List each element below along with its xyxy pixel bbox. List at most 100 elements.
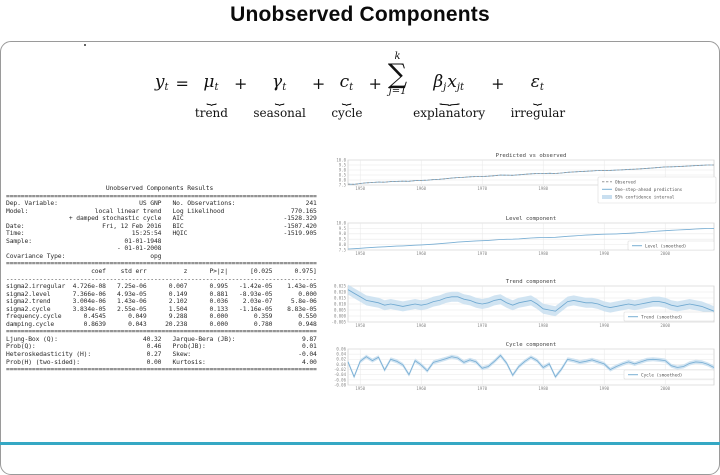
legend-entry: Cycle (smoothed) bbox=[641, 372, 682, 378]
series-line bbox=[347, 164, 714, 185]
y-tick-label: 8.0 bbox=[339, 242, 347, 247]
underbrace-icon: ⏟ bbox=[274, 91, 285, 105]
y-tick-label: 0.000 bbox=[334, 313, 347, 318]
equation-operator: = bbox=[175, 73, 189, 93]
series-line bbox=[347, 289, 715, 312]
y-tick-label: 8.0 bbox=[339, 177, 347, 182]
chart-trend-component: Trend component 0.0250.0200.0150.0100.005… bbox=[332, 279, 715, 328]
legend-entry: Trend (smoothed) bbox=[641, 314, 682, 320]
equation-term-label: cycle bbox=[331, 106, 363, 120]
y-tick-label: -0.02 bbox=[334, 367, 347, 372]
equation-symbol: γ bbox=[272, 72, 283, 92]
equation-term-label: irregular bbox=[510, 106, 566, 120]
x-tick-label: 1970 bbox=[477, 186, 487, 191]
chart-level-component: Level component 10.09.59.08.58.07.5 1950 19… bbox=[336, 216, 715, 256]
x-tick-label: 1980 bbox=[538, 323, 548, 328]
chart-predicted-vs-observed: Predicted vs observed 10.09.59.08.58.07.5… bbox=[336, 153, 717, 204]
chart-title: Level component bbox=[506, 216, 557, 222]
y-tick-label: 10.0 bbox=[336, 220, 346, 225]
stray-dot bbox=[84, 44, 86, 46]
equation-subscript: t bbox=[349, 82, 354, 93]
y-tick-label: 0.04 bbox=[336, 352, 346, 357]
page-title: Unobserved Components bbox=[230, 3, 490, 26]
y-tick-label: 0.020 bbox=[334, 289, 347, 294]
x-tick-label: 2000 bbox=[660, 323, 670, 328]
chart-cycle-component: Cycle component0.060.040.020.00-0.02-0.0… bbox=[334, 342, 715, 391]
y-tick-label: 0.06 bbox=[336, 346, 346, 351]
x-tick-label: 1950 bbox=[355, 323, 365, 328]
equation-symbol: c bbox=[339, 72, 350, 92]
equation-subscript: j bbox=[443, 82, 447, 93]
y-tick-label: -0.005 bbox=[332, 319, 347, 324]
equation-term-cycle: c t ⏟ cycle bbox=[331, 50, 362, 120]
y-tick-label: 0.005 bbox=[334, 307, 347, 312]
series-line bbox=[347, 227, 715, 250]
charts-panel: Predicted vs observed 10.0 9.5 9.0 8.5 8.0 7.5… bbox=[330, 0, 720, 450]
equation-operator: + bbox=[311, 73, 326, 93]
x-tick-label: 1980 bbox=[538, 186, 548, 191]
x-tick-label: 1960 bbox=[416, 186, 426, 191]
equation-subscript: t bbox=[214, 82, 219, 93]
x-tick-label: 1970 bbox=[477, 251, 487, 256]
y-tick-label: 0.025 bbox=[334, 283, 347, 288]
y-tick-label: 8.5 bbox=[339, 172, 347, 177]
chart-title: Predicted vs observed bbox=[496, 153, 567, 159]
equation-subscript: t bbox=[539, 82, 544, 93]
x-tick-label: 2000 bbox=[660, 386, 670, 391]
legend-box bbox=[623, 311, 715, 322]
equation-symbol: μ bbox=[203, 72, 215, 92]
x-tick-label: 1990 bbox=[599, 386, 609, 391]
y-tick-label: 7.5 bbox=[339, 247, 347, 252]
x-tick-label: 2000 bbox=[660, 251, 670, 256]
y-tick-label: 9.0 bbox=[339, 231, 347, 236]
y-tick-label: 9.0 bbox=[339, 167, 347, 172]
legend-entry: 95% confidence interval bbox=[615, 195, 675, 201]
legend-box bbox=[623, 369, 715, 380]
x-tick-label: 1960 bbox=[416, 323, 426, 328]
equation-operator: + bbox=[233, 73, 248, 93]
y-tick-label: -0.06 bbox=[334, 377, 347, 382]
x-tick-label: 1950 bbox=[355, 251, 365, 256]
equation-term-label: trend bbox=[194, 106, 228, 120]
equation-term-irregular: ε t ⏟ irregular bbox=[511, 50, 566, 120]
legend-entry: One-step-ahead predictions bbox=[615, 187, 683, 193]
equation-term-explanatory: β j x jt ⏟ explanatory bbox=[413, 50, 485, 120]
underbrace-icon: ⏟ bbox=[438, 91, 460, 105]
equation-symbol: β bbox=[433, 72, 444, 92]
equation-subscript: jt bbox=[456, 82, 464, 93]
y-tick-label: 8.5 bbox=[339, 237, 347, 242]
legend-entry: Level (smoothed) bbox=[645, 243, 686, 249]
legend-box bbox=[597, 176, 717, 204]
y-tick-label: -0.08 bbox=[334, 382, 347, 387]
results-table: Unobserved Components Results ==========… bbox=[6, 185, 317, 374]
equation-term-seasonal: γ t ⏟ seasonal bbox=[253, 50, 306, 120]
legend-entry: Observed bbox=[615, 179, 636, 185]
y-tick-label: 0.02 bbox=[336, 357, 346, 362]
x-tick-label: 1950 bbox=[355, 386, 365, 391]
equation-term-label: seasonal bbox=[253, 106, 306, 120]
equation-subscript: t bbox=[164, 82, 169, 93]
sum-operator: k ∑ j=1 bbox=[387, 51, 408, 97]
underbrace-icon: ⏟ bbox=[342, 91, 352, 105]
y-tick-label: 0.015 bbox=[334, 295, 347, 300]
legend-box bbox=[627, 240, 715, 251]
y-tick-label: 7.5 bbox=[339, 182, 347, 187]
equation-operator: + bbox=[491, 73, 505, 93]
sigma-icon: ∑ bbox=[387, 59, 408, 90]
equation-term-trend: μ t ⏟ trend bbox=[195, 50, 228, 120]
x-tick-label: 1980 bbox=[538, 251, 548, 256]
bottom-accent-line bbox=[0, 442, 720, 445]
x-tick-label: 1960 bbox=[416, 386, 426, 391]
confidence-band bbox=[348, 353, 714, 379]
y-tick-label: 0.010 bbox=[334, 301, 347, 306]
underbrace-icon: ⏟ bbox=[533, 91, 543, 105]
model-equation: y t = μ t ⏟ trend + γ t ⏟ seasonal + c t ⏟ cycle + k ∑ j=1 β j… bbox=[0, 50, 720, 121]
x-tick-label: 1990 bbox=[599, 251, 609, 256]
x-tick-label: 1980 bbox=[538, 386, 548, 391]
equation-symbol: ε bbox=[530, 72, 540, 92]
x-tick-label: 1960 bbox=[416, 251, 426, 256]
underbrace-icon: ⏟ bbox=[206, 91, 217, 105]
y-tick-label: 0.00 bbox=[336, 362, 346, 367]
equation-subscript: t bbox=[282, 82, 287, 93]
